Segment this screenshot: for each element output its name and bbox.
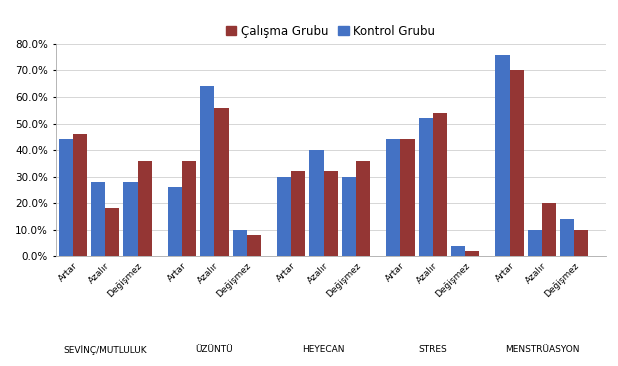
Bar [277, 177, 291, 256]
Bar [400, 139, 415, 256]
Bar [91, 182, 105, 256]
Bar [182, 161, 196, 256]
Bar [510, 71, 523, 256]
Bar [310, 150, 324, 256]
Bar [542, 203, 556, 256]
Bar [528, 230, 542, 256]
Bar [168, 187, 182, 256]
Bar [124, 182, 138, 256]
Text: HEYECAN: HEYECAN [302, 346, 345, 354]
Bar [247, 235, 261, 256]
Bar [433, 113, 447, 256]
Bar [386, 139, 400, 256]
Bar [465, 251, 479, 256]
Text: MENSTRÜASYON: MENSTRÜASYON [505, 346, 579, 354]
Bar [574, 230, 588, 256]
Legend: Çalışma Grubu, Kontrol Grubu: Çalışma Grubu, Kontrol Grubu [221, 20, 440, 42]
Bar [324, 171, 337, 256]
Bar [496, 55, 510, 256]
Bar [73, 134, 87, 256]
Bar [291, 171, 305, 256]
Bar [451, 246, 465, 256]
Bar [138, 161, 151, 256]
Bar [59, 139, 73, 256]
Bar [200, 86, 214, 256]
Text: STRES: STRES [418, 346, 447, 354]
Bar [105, 209, 119, 256]
Bar [214, 108, 229, 256]
Bar [418, 118, 433, 256]
Bar [560, 219, 574, 256]
Bar [356, 161, 370, 256]
Bar [342, 177, 356, 256]
Bar [232, 230, 247, 256]
Text: SEVİNÇ/MUTLULUK: SEVİNÇ/MUTLULUK [64, 346, 147, 355]
Text: ÜZÜNTÜ: ÜZÜNTÜ [195, 346, 233, 354]
